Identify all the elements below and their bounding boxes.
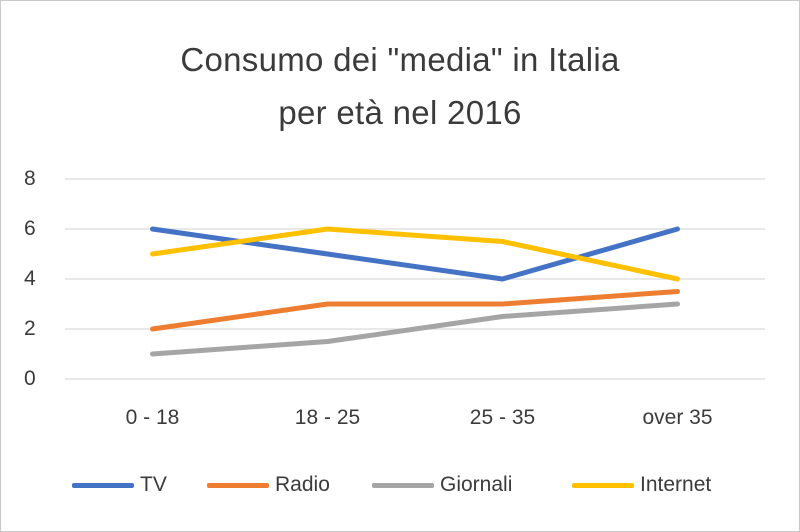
y-tick-label: 2 (24, 317, 36, 340)
legend-item-giornali: Giornali (372, 470, 512, 500)
x-tick-label: 18 - 25 (294, 406, 361, 429)
gridlines (65, 178, 765, 380)
legend-swatch-giornali (372, 482, 434, 488)
legend-label-internet: Internet (640, 473, 712, 496)
series-line-radio (150, 289, 680, 332)
y-tick-label: 6 (24, 217, 36, 240)
legend-swatch-radio (207, 482, 269, 488)
x-tick-label: 0 - 18 (125, 406, 180, 429)
series-line-giornali (150, 301, 680, 357)
legend-label-radio: Radio (275, 473, 330, 496)
legend-item-tv: TV (72, 470, 167, 500)
legend-label-tv: TV (140, 473, 167, 496)
series-lines (150, 226, 680, 357)
legend-item-internet: Internet (572, 470, 711, 500)
chart-title-line-1: Consumo dei "media" in Italia (180, 41, 620, 78)
legend-item-radio: Radio (207, 470, 330, 500)
chart-title-line-2: per età nel 2016 (278, 94, 522, 131)
legend-label-giornali: Giornali (440, 473, 513, 496)
legend-swatch-tv (72, 482, 134, 488)
series-line-internet (150, 226, 680, 282)
y-tick-label: 0 (24, 367, 36, 390)
y-tick-label: 4 (24, 267, 36, 290)
legend-swatch-internet (572, 482, 634, 488)
x-tick-label: 25 - 35 (469, 406, 536, 429)
legend: TV Radio Giornali Internet (0, 470, 800, 500)
x-tick-label: over 35 (642, 406, 713, 429)
y-tick-label: 8 (24, 167, 36, 190)
